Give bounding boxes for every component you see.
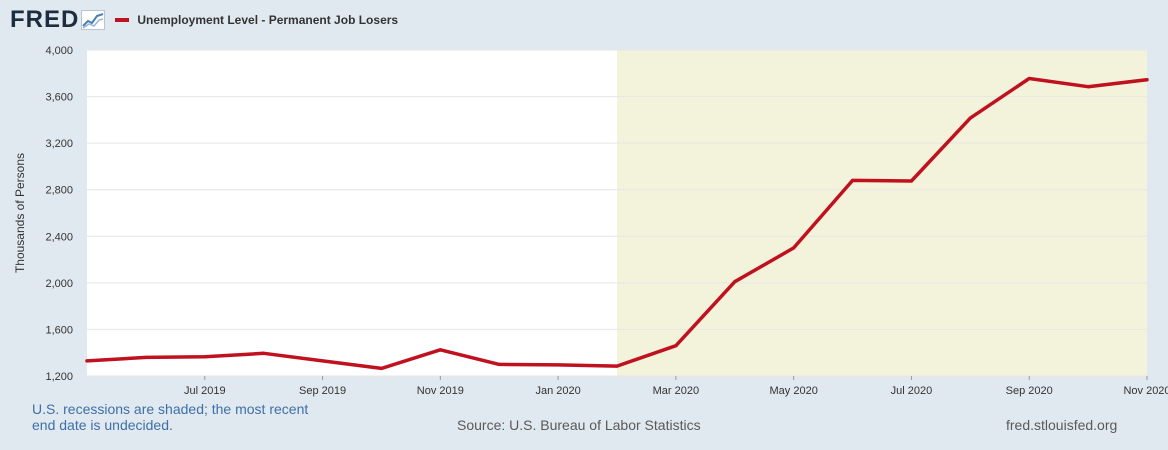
y-tick-label: 4,000 (45, 45, 73, 57)
data-point (144, 355, 148, 359)
data-point (438, 348, 442, 352)
fred-logo-text: FRED (10, 6, 80, 33)
x-tick-label: Sep 2019 (299, 385, 346, 397)
y-tick-label: 2,800 (45, 185, 73, 197)
data-point (85, 359, 89, 363)
recession-shading (617, 50, 1147, 376)
x-tick-label: Nov 2020 (1123, 385, 1168, 397)
y-tick-label: 3,600 (45, 92, 73, 104)
data-point (909, 179, 913, 183)
data-point (733, 280, 737, 284)
x-tick-label: Nov 2019 (417, 385, 464, 397)
line-chart: 1,200 1,600 2,000 2,400 2,800 3,200 3,600 4,000… (45, 45, 1168, 397)
x-tick-label: Jan 2020 (535, 385, 580, 397)
fred-chart-icon (81, 10, 106, 30)
data-point (262, 351, 266, 355)
recession-note: U.S. recessions are shaded; the most rec… (32, 401, 309, 433)
data-point (1086, 85, 1090, 89)
y-tick-label: 2,400 (45, 231, 73, 243)
fred-logo[interactable]: FRED (10, 6, 106, 34)
data-point (1027, 77, 1031, 81)
legend-swatch (115, 18, 130, 22)
data-point (379, 366, 383, 370)
source-note: Source: U.S. Bureau of Labor Statistics (457, 417, 701, 433)
site-link[interactable]: fred.stlouisfed.org (1006, 417, 1118, 433)
data-point (556, 363, 560, 367)
data-point (1145, 78, 1149, 82)
data-point (615, 364, 619, 368)
y-tick-label: 2,000 (45, 278, 73, 290)
data-point (851, 178, 855, 182)
data-point (203, 355, 207, 359)
legend-label: Unemployment Level - Permanent Job Loser… (137, 13, 399, 27)
data-point (674, 344, 678, 348)
data-point (321, 359, 325, 363)
x-tick-label: Mar 2020 (653, 385, 699, 397)
chart-header: FRED Unemployment Level - Permanent Job … (10, 6, 398, 34)
chart-legend: Unemployment Level - Permanent Job Loser… (115, 13, 398, 27)
x-tick-label: Jul 2019 (184, 385, 226, 397)
data-point (497, 362, 501, 366)
x-tick-label: Jul 2020 (891, 385, 933, 397)
y-tick-label: 3,200 (45, 138, 73, 150)
y-tick-label: 1,200 (45, 371, 73, 383)
data-point (968, 116, 972, 120)
x-tick-label: May 2020 (770, 385, 818, 397)
x-tick-label: Sep 2020 (1006, 385, 1053, 397)
y-tick-label: 1,600 (45, 324, 73, 336)
data-point (792, 246, 796, 250)
